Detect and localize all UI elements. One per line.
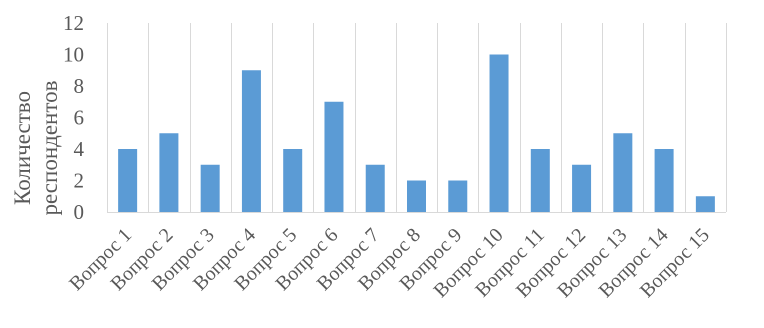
bar [489, 54, 509, 212]
bar [241, 70, 261, 212]
y-axis-title-line-1: Количество [10, 91, 35, 205]
y-tick-label: 12 [63, 11, 84, 35]
bar [572, 164, 592, 212]
y-tick-label: 6 [74, 106, 85, 130]
y-tick-label: 2 [74, 169, 85, 193]
bar [200, 164, 220, 212]
gridlines [107, 23, 727, 213]
y-axis-title-line-2: респондентов [37, 80, 62, 215]
bar [159, 133, 179, 212]
bar [695, 196, 715, 212]
bar [613, 133, 633, 212]
y-tick-labels: 0 2 4 6 8 10 12 [63, 11, 85, 224]
bars [118, 54, 715, 212]
y-tick-label: 8 [74, 74, 85, 98]
y-tick-label: 10 [63, 43, 84, 67]
bar [365, 164, 385, 212]
bar [654, 149, 674, 212]
y-axis-title: Количество респондентов [10, 80, 62, 215]
bar [407, 180, 426, 212]
y-tick-label: 4 [74, 137, 85, 161]
y-tick-label: 0 [74, 200, 85, 224]
bar [118, 149, 138, 212]
bar [530, 149, 550, 212]
bar [324, 101, 344, 212]
bar [283, 149, 303, 212]
bar [448, 180, 468, 212]
